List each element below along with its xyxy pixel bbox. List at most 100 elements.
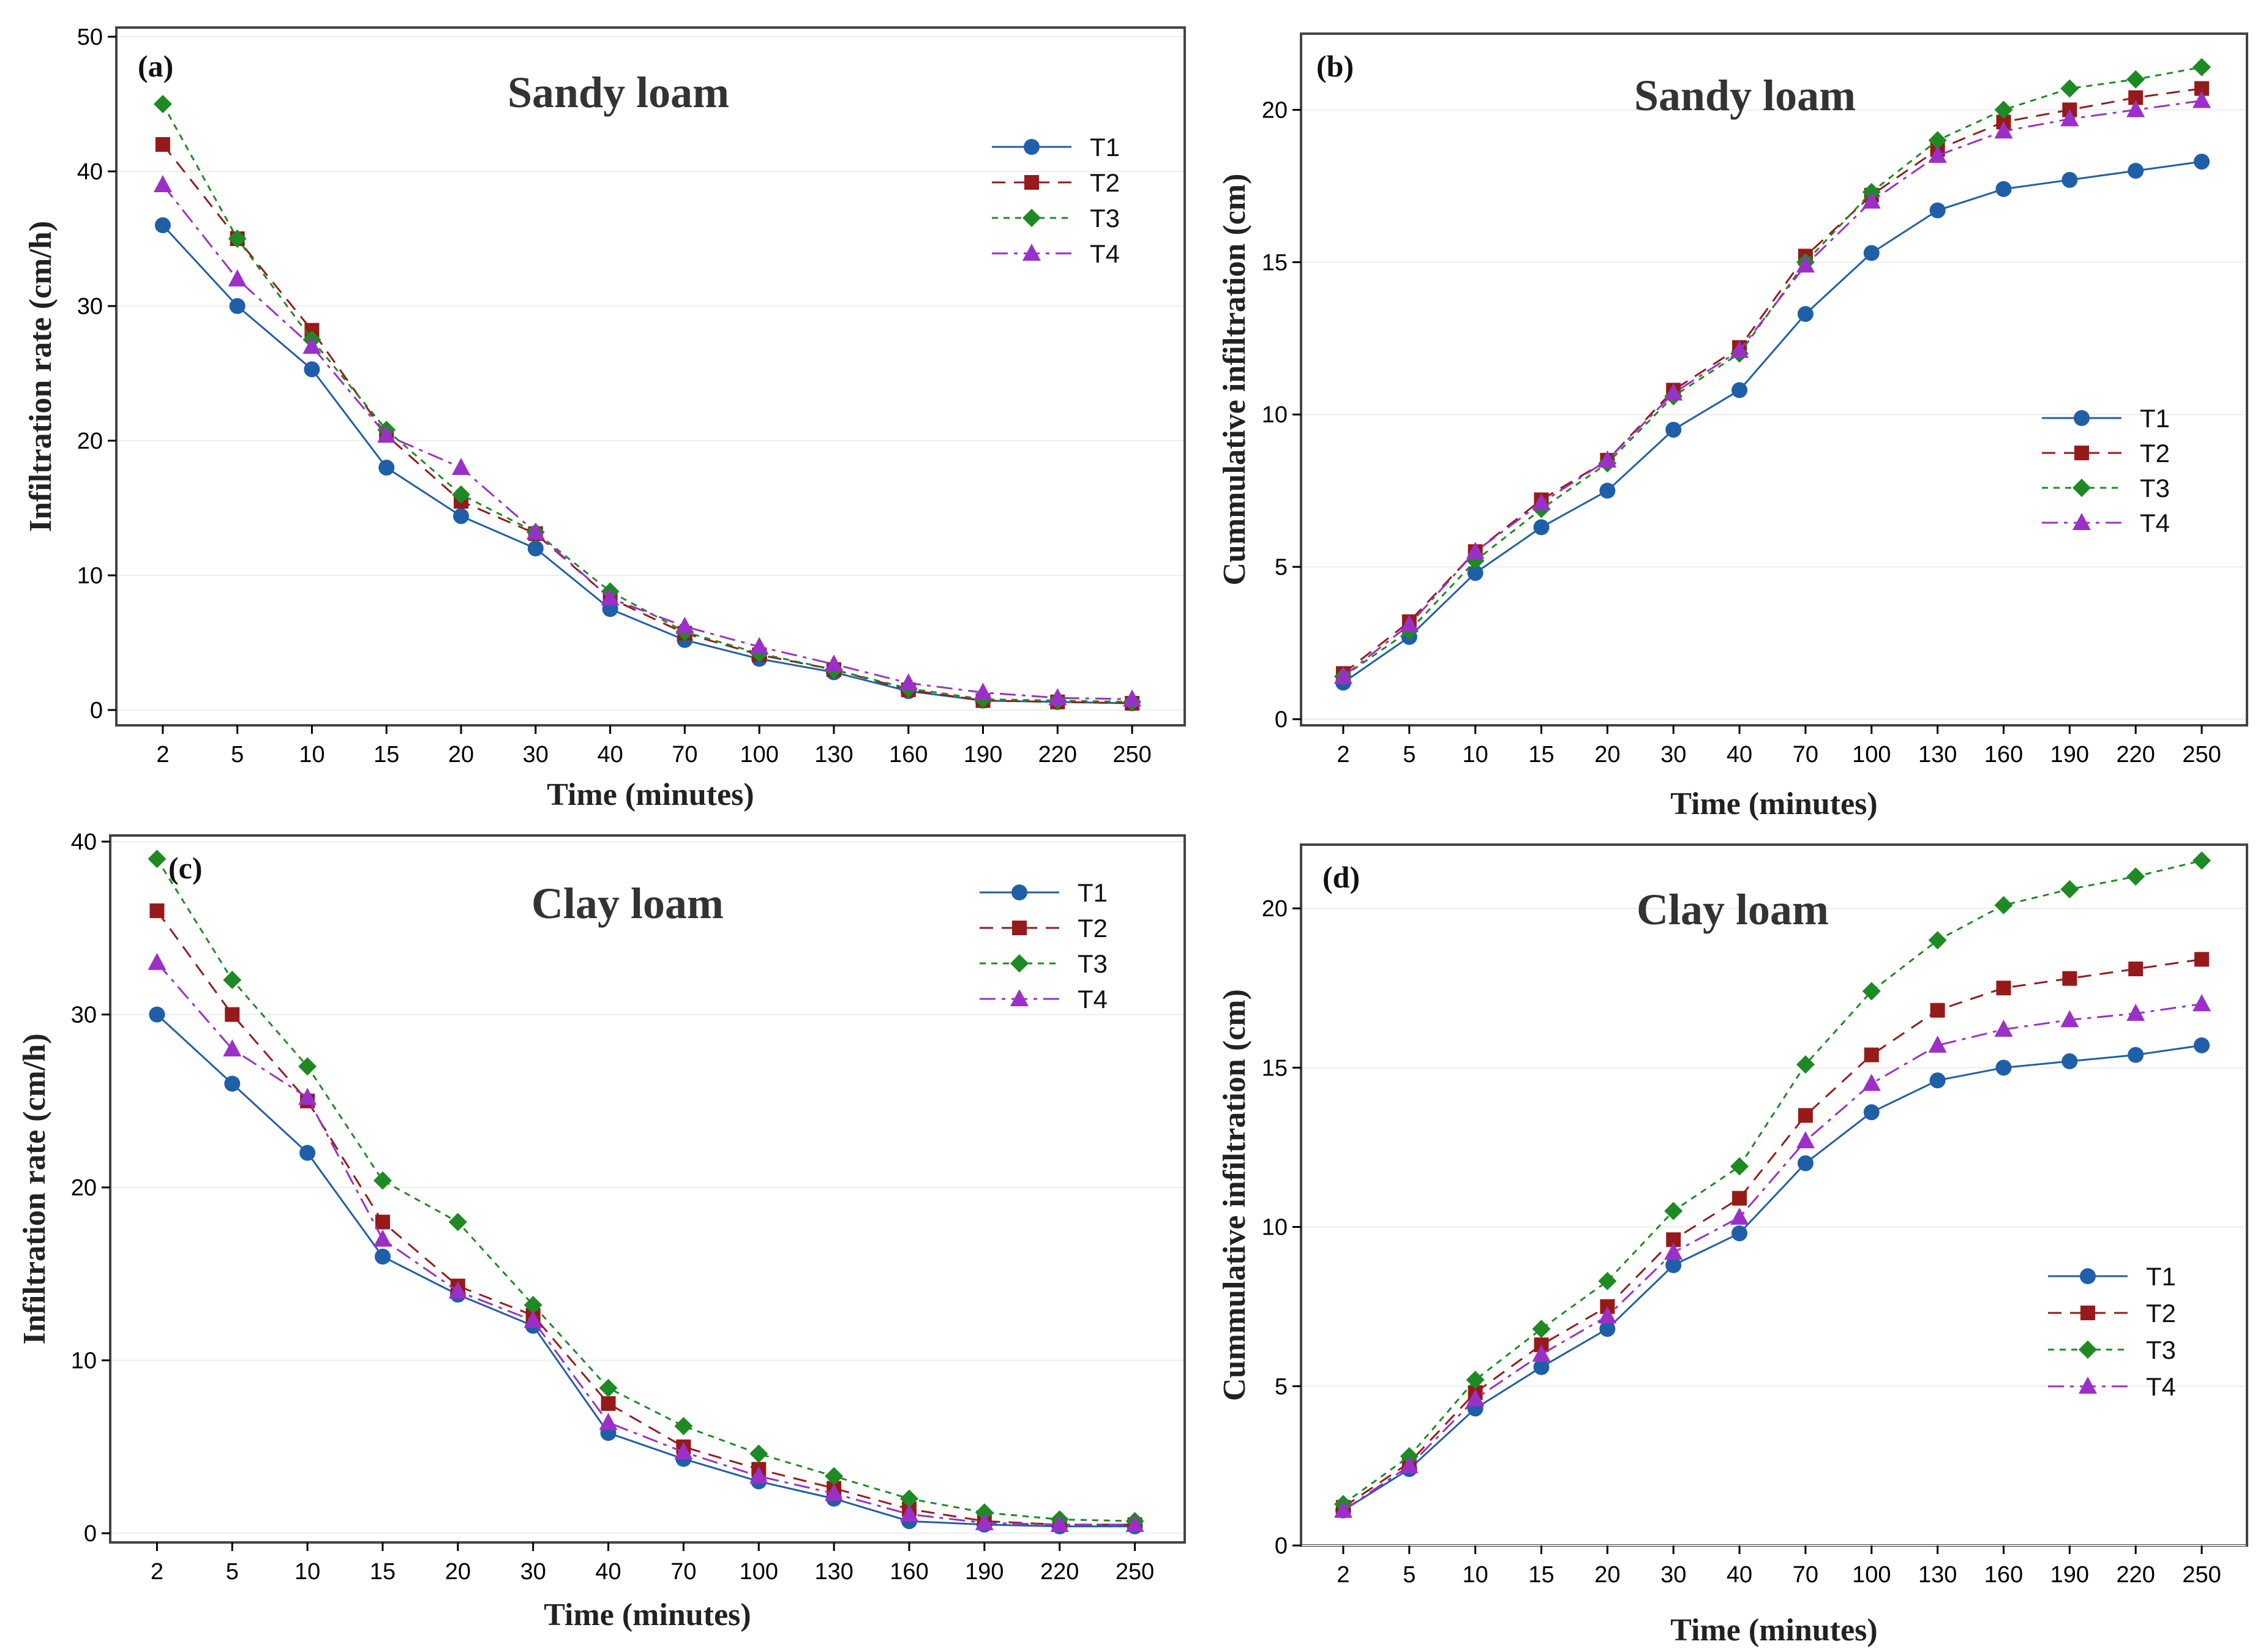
legend-item-t3: T3	[992, 204, 1120, 233]
series-line	[162, 184, 1133, 700]
data-point	[2194, 154, 2210, 170]
x-tick-label: 190	[2050, 1562, 2089, 1588]
data-point	[1862, 1074, 1881, 1091]
series-line	[1343, 88, 2202, 675]
plot-frame	[1300, 843, 2248, 1547]
data-point	[1598, 450, 1617, 468]
x-tick-label: 190	[964, 742, 1002, 768]
y-tick-label: 10	[1262, 1215, 1288, 1241]
legend: T1 T2 T3 T4	[2048, 1262, 2176, 1401]
data-point	[228, 269, 247, 286]
data-point	[1929, 202, 1946, 219]
data-point	[452, 485, 471, 504]
chart-panel-a: 0 10 20 30 40 50 2 5 10 15 20 30 40 70 100 130 160 190 220…	[23, 24, 1186, 812]
data-point	[1533, 519, 1550, 536]
x-tick-label: 250	[2182, 742, 2221, 768]
data-point	[2060, 1010, 2079, 1028]
x-tick-label: 5	[226, 1559, 239, 1585]
data-point	[599, 1378, 618, 1397]
data-point	[1798, 1108, 1813, 1123]
data-point	[975, 1513, 994, 1531]
data-point	[452, 458, 471, 475]
legend-label: T1	[1078, 878, 1108, 907]
x-tick-label: 15	[373, 742, 399, 768]
data-point	[1994, 121, 2013, 139]
data-point	[1796, 255, 1815, 273]
y-axis-title: Cummulative infiltration (cm)	[1217, 989, 1252, 1401]
data-point	[1532, 1320, 1551, 1339]
legend-marker	[1010, 989, 1029, 1006]
data-point	[749, 1445, 768, 1463]
legend: T1 T2 T3 T4	[992, 133, 1120, 268]
data-point	[302, 337, 321, 354]
legend-marker	[1022, 244, 1041, 261]
data-point	[1863, 245, 1880, 261]
data-point	[373, 1229, 392, 1247]
data-point	[1994, 100, 2013, 119]
data-point	[1533, 1359, 1550, 1375]
legend-marker	[2080, 1306, 2095, 1320]
y-tick-label: 50	[77, 24, 103, 50]
data-point	[2126, 867, 2145, 886]
legend-label: T3	[2146, 1336, 2176, 1364]
plot-frame	[115, 26, 1186, 727]
legend-marker	[2079, 1340, 2097, 1359]
data-point	[824, 654, 843, 672]
x-tick-label: 100	[740, 742, 778, 768]
series-t4	[1333, 994, 2211, 1518]
y-tick-label: 20	[1262, 97, 1288, 123]
data-point	[375, 1214, 390, 1230]
legend-marker	[2072, 513, 2091, 530]
y-tick-label: 40	[77, 159, 103, 185]
data-point	[1400, 1456, 1419, 1473]
x-tick-label: 30	[1660, 1562, 1686, 1588]
y-tick-label: 15	[1262, 250, 1288, 275]
x-tick-label: 10	[1463, 1562, 1488, 1588]
data-point	[1797, 305, 1814, 322]
legend-marker	[1024, 139, 1040, 155]
data-point	[601, 1396, 616, 1411]
y-tick-label: 5	[1275, 1374, 1288, 1400]
data-point	[2194, 952, 2210, 967]
data-point	[1664, 1202, 1683, 1220]
x-tick-label: 250	[2182, 1562, 2221, 1588]
data-point	[1664, 1243, 1683, 1260]
data-point	[229, 298, 246, 314]
data-point	[1994, 895, 2013, 914]
x-tick-label: 220	[1040, 1559, 1079, 1585]
series-line	[162, 144, 1133, 705]
legend-item-t4: T4	[992, 239, 1120, 268]
data-point	[2128, 961, 2144, 976]
y-tick-label: 30	[77, 294, 103, 320]
legend-label: T2	[2146, 1299, 2176, 1328]
data-point	[674, 1416, 693, 1435]
data-point	[674, 1442, 693, 1460]
data-point	[1598, 1272, 1617, 1291]
legend-item-t1: T1	[2048, 1262, 2176, 1291]
data-point	[1996, 981, 2011, 996]
y-axis-title: Infiltration rate (cm/h)	[23, 221, 58, 532]
legend-item-t4: T4	[980, 985, 1108, 1014]
legend-marker	[2074, 410, 2090, 426]
data-point	[1730, 1207, 1749, 1225]
data-point	[2126, 100, 2145, 118]
series-line	[156, 962, 1135, 1526]
data-point	[1863, 1104, 1880, 1121]
x-tick-label: 5	[1403, 1562, 1416, 1588]
x-tick-label: 190	[965, 1559, 1003, 1585]
data-point	[1123, 689, 1142, 707]
data-point	[2061, 1053, 2078, 1069]
y-tick-label: 20	[1262, 896, 1288, 922]
series-t1	[1335, 154, 2210, 691]
x-tick-label: 130	[814, 1559, 853, 1585]
x-tick-label: 10	[1463, 742, 1488, 768]
series-line	[1343, 160, 2202, 684]
data-point	[1730, 340, 1749, 358]
legend-label: T4	[2140, 509, 2170, 537]
data-point	[1599, 1321, 1616, 1337]
data-point	[526, 522, 545, 540]
series-line	[156, 858, 1135, 1522]
legend-marker	[1022, 209, 1041, 227]
